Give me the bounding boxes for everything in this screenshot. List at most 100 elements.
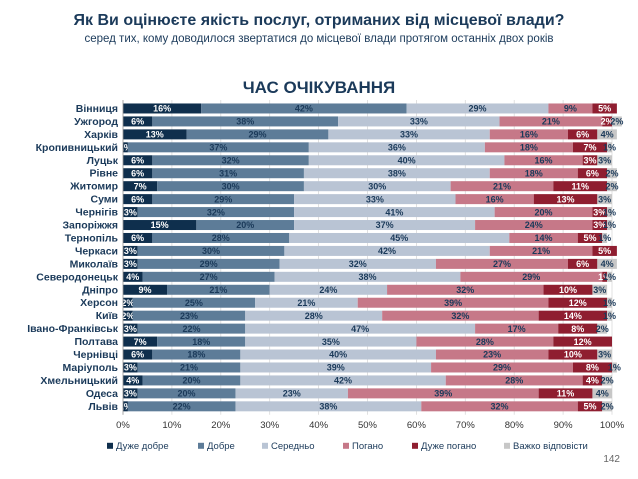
bar-segment [123,207,138,218]
bar-segment [597,155,612,166]
bar-segment [123,168,153,179]
bar-segment [607,142,612,153]
bar-segment [489,129,568,140]
bar-segment [533,194,598,205]
x-tick-label: 70% [456,420,476,431]
data-label: 42% [334,376,352,386]
bar-segment [137,258,280,269]
bar-segment [475,220,593,231]
bar-segment [597,349,612,360]
data-label: 2% [601,402,614,412]
bar-segment [592,207,608,218]
legend-label: Дуже добре [116,441,169,452]
data-label: 41% [385,207,403,217]
data-label: 1% [598,272,611,282]
data-label: 20% [182,376,200,386]
bar-segment [328,129,490,140]
data-label: 23% [180,311,198,321]
bar-segment [137,245,285,256]
page-subtitle: серед тих, кому доводилося звертатися до… [84,33,554,45]
bar-segment [132,310,246,321]
bar-segment [607,297,612,308]
data-label: 1% [603,311,616,321]
bar-segment [489,168,578,179]
bar-segment [553,336,612,347]
bar-segment [127,401,236,412]
legend-label: Важко відповісти [513,441,588,452]
data-label: 30% [368,181,386,191]
category-label: Івано-Франківськ [27,323,119,335]
data-label: 22% [173,402,191,412]
category-label: Северодонецьк [36,271,118,283]
data-label: 11% [557,389,575,399]
data-label: 38% [388,168,406,178]
bar-segment [245,310,383,321]
data-label: 15% [151,220,169,230]
data-label: 2% [601,117,614,127]
data-label: 30% [222,181,240,191]
data-label: 3% [124,259,137,269]
bar-segment [294,194,456,205]
data-label: 3% [124,363,137,373]
bar-segment [455,194,534,205]
bar-segment [607,220,612,231]
bar-segment [303,181,451,192]
category-label: Черкаси [75,245,118,257]
category-label: Одеса [86,388,118,400]
data-label: 21% [542,117,560,127]
data-label: 21% [532,246,550,256]
data-label: 23% [483,350,501,360]
bar-segment [186,129,329,140]
bar-segment [484,142,573,153]
data-label: 38% [319,402,337,412]
data-label: 6% [576,130,589,140]
data-label: 37% [209,143,227,153]
data-label: 3% [593,207,606,217]
category-label: Полтава [74,336,118,348]
data-label: 25% [185,298,203,308]
bar-segment [142,375,241,386]
data-label: 7% [134,337,147,347]
data-label: 42% [295,104,313,114]
data-label: 14% [564,311,582,321]
data-label: 3% [124,389,137,399]
data-label: 29% [469,104,487,114]
bar-segment [577,232,603,243]
bar-segment [274,271,461,282]
data-label: 35% [322,337,340,347]
data-label: 9% [138,285,151,295]
bar-segment [548,349,598,360]
category-label: Вінниця [76,103,118,115]
page-title: Як Ви оцінюєте якість послуг, отриманих … [73,12,565,29]
data-label: 39% [434,389,452,399]
bar-segment [123,310,133,321]
data-label: 6% [131,194,144,204]
data-label: 29% [493,363,511,373]
bar-segment [152,116,339,127]
data-label: 12% [574,337,592,347]
data-label: 6% [576,259,589,269]
data-label: 39% [444,298,462,308]
bar-segment [269,284,388,295]
data-label: 1% [603,298,616,308]
data-label: 16% [535,155,553,165]
bar-segment [567,258,598,269]
bar-segment [123,103,202,114]
data-label: 6% [131,350,144,360]
bar-segment [123,284,168,295]
bar-segment [279,258,436,269]
data-label: 4% [126,376,139,386]
bar-segment [123,362,138,373]
x-tick-label: 80% [505,420,525,431]
data-label: 1% [119,402,132,412]
data-label: 6% [131,168,144,178]
data-label: 33% [366,194,384,204]
bar-segment [284,245,490,256]
legend-swatch [412,442,418,449]
data-label: 2% [601,376,614,386]
data-label: 3% [593,220,606,230]
bar-segment [607,168,617,179]
category-label: Тернопіль [65,232,119,244]
bar-segment [123,181,158,192]
bar-segment [602,375,612,386]
